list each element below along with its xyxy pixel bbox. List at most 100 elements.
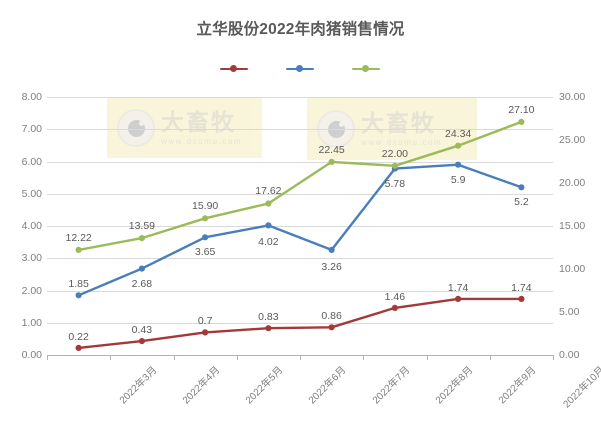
data-point[interactable] [518, 118, 525, 125]
data-label: 0.7 [197, 315, 213, 328]
series-line [77, 297, 523, 350]
data-point[interactable] [391, 162, 398, 169]
data-point[interactable] [75, 292, 82, 299]
legend-marker-revenue-icon [219, 63, 248, 74]
y-axis-left-tick: 2.00 [21, 284, 42, 297]
data-point[interactable] [328, 324, 335, 331]
x-axis-label: 2022年3月 [117, 364, 160, 407]
data-label: 3.65 [194, 246, 216, 259]
data-label: 0.43 [131, 324, 153, 337]
data-label: 4.02 [258, 236, 279, 249]
data-point[interactable] [265, 200, 272, 207]
data-point[interactable] [75, 344, 82, 351]
data-point[interactable] [202, 215, 209, 222]
x-axis-tick [173, 355, 175, 360]
data-label: 27.10 [508, 103, 535, 116]
data-point[interactable] [138, 265, 145, 272]
series-line [77, 120, 523, 252]
gridline [47, 194, 553, 195]
chart-title: 立华股份2022年肉猪销售情况 [196, 21, 405, 38]
y-axis-right-tick: 0.00 [559, 349, 580, 361]
data-point[interactable] [202, 329, 209, 336]
y-axis-right-tick: 10.00 [559, 263, 586, 275]
data-label: 5.2 [514, 196, 529, 209]
x-axis-tick [300, 355, 301, 360]
plot-area: 0.22 0.43 0.7 0.83 0.86 1.46 1.74 1.74 1.85 2.68 3… [47, 97, 553, 355]
y-axis-left-tick: 1.00 [21, 316, 42, 329]
gridline [47, 291, 553, 292]
data-label: 0.83 [258, 311, 279, 324]
data-label: 2.68 [131, 277, 153, 290]
gridline [47, 162, 553, 163]
x-axis-tick [236, 355, 238, 360]
data-point[interactable] [455, 161, 462, 168]
legend-marker-volume-icon [285, 63, 314, 74]
x-axis-label: 2022年9月 [496, 364, 539, 407]
x-axis-label: 2022年6月 [307, 364, 349, 407]
data-point[interactable] [455, 295, 462, 302]
data-label: 0.22 [68, 330, 89, 343]
data-point[interactable] [265, 222, 272, 229]
legend-item-revenue[interactable] [219, 63, 250, 74]
gridline [47, 258, 553, 259]
data-point[interactable] [518, 184, 525, 191]
data-label: 1.46 [384, 290, 406, 303]
series-lines [75, 118, 525, 351]
data-label: 12.22 [65, 231, 92, 244]
data-label: 5.9 [450, 173, 466, 186]
data-label: 22.45 [318, 143, 345, 156]
data-label: 1.85 [68, 278, 89, 291]
x-axis-tick [110, 355, 112, 360]
data-point[interactable] [265, 325, 272, 332]
x-axis-tick [47, 355, 48, 360]
data-point[interactable] [75, 246, 82, 253]
legend-marker-price-icon [351, 63, 380, 74]
data-point[interactable] [138, 235, 145, 242]
data-label: 1.74 [447, 281, 469, 294]
series-line [77, 163, 523, 297]
data-label: 3.26 [321, 260, 342, 273]
data-point[interactable] [518, 295, 525, 302]
data-label: 24.34 [444, 127, 472, 140]
data-label: 5.78 [384, 177, 406, 190]
data-point[interactable] [138, 338, 145, 345]
y-axis-right-tick: 5.00 [559, 306, 580, 318]
data-label: 0.86 [321, 310, 342, 323]
y-axis-right-tick: 20.00 [559, 177, 586, 189]
y-axis-left-tick: 3.00 [21, 252, 42, 265]
data-label: 15.90 [191, 200, 219, 213]
data-label: 1.74 [511, 281, 532, 294]
x-axis-label: 2022年4月 [180, 364, 223, 407]
data-point[interactable] [391, 304, 398, 311]
x-axis-tick [553, 355, 554, 360]
chart-legend [0, 63, 601, 74]
y-axis-left-tick: 5.00 [21, 187, 42, 200]
data-point[interactable] [455, 142, 462, 149]
y-axis-left-tick: 7.00 [21, 123, 42, 136]
gridline [47, 97, 553, 98]
gridline [47, 323, 553, 324]
data-label: 17.62 [255, 185, 282, 198]
x-axis-tick [489, 355, 491, 360]
y-axis-left-tick: 8.00 [21, 91, 42, 103]
x-axis-tick [426, 355, 428, 360]
y-axis-left-tick: 0.00 [21, 349, 42, 361]
data-label: 22.00 [381, 147, 409, 160]
y-axis-right-tick: 25.00 [559, 134, 586, 146]
legend-item-volume[interactable] [285, 63, 316, 74]
data-point[interactable] [202, 234, 209, 241]
data-point[interactable] [328, 246, 335, 253]
legend-item-price[interactable] [351, 63, 382, 74]
y-axis-right-tick: 30.00 [559, 91, 586, 103]
x-axis-label: 2022年5月 [243, 364, 286, 407]
gridline [47, 129, 553, 130]
x-axis-tick [363, 355, 365, 360]
x-axis-label: 2022年10月 [561, 364, 601, 411]
data-point[interactable] [328, 158, 335, 165]
x-axis-label: 2022年7月 [370, 364, 413, 407]
y-axis-left-tick: 6.00 [21, 155, 42, 168]
y-axis-left-tick: 4.00 [21, 220, 42, 232]
data-label: 13.59 [128, 220, 156, 233]
gridline [47, 226, 553, 227]
